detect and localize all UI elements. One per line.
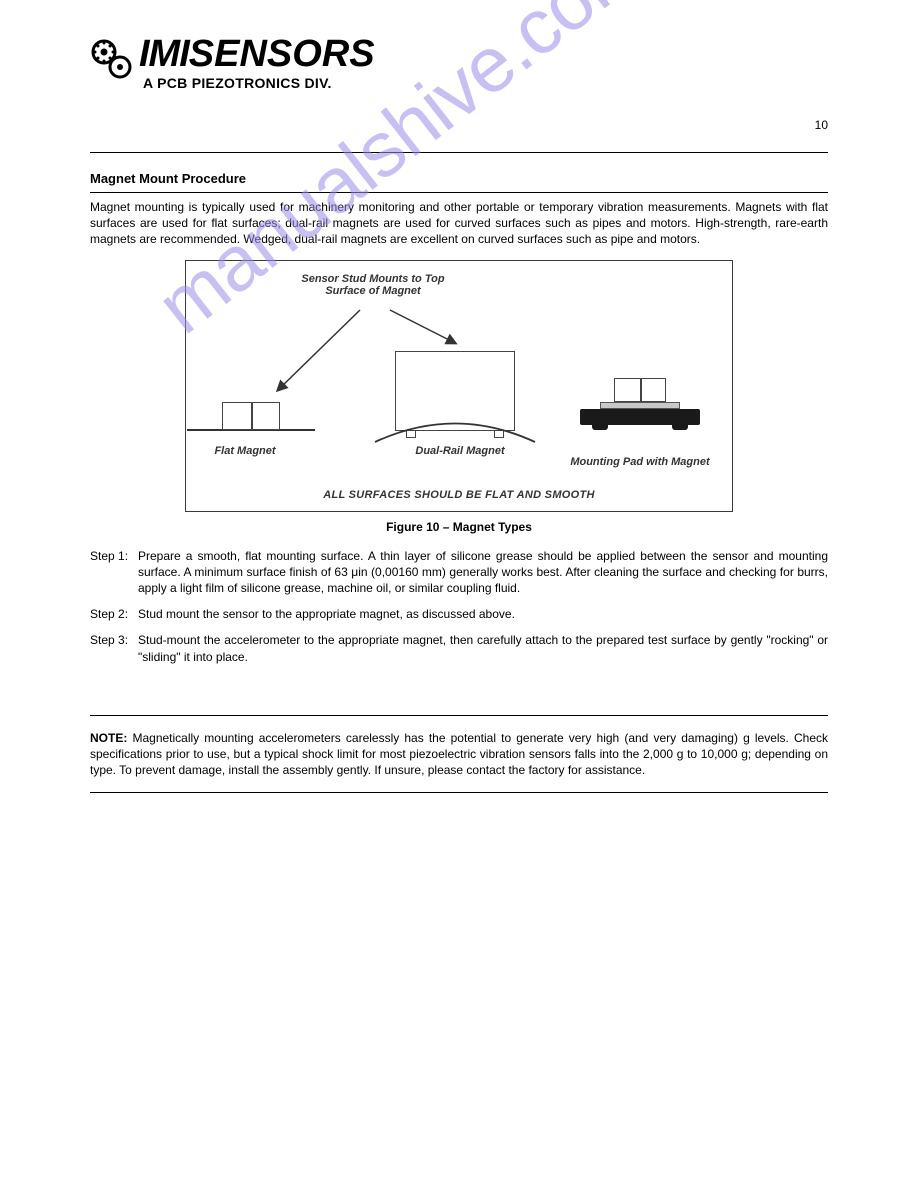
step-3: Step 3:Stud-mount the accelerometer to t… — [90, 632, 828, 664]
step-1-text: Prepare a smooth, flat mounting surface.… — [138, 549, 828, 595]
mounting-pad-label: Mounting Pad with Magnet — [570, 456, 710, 468]
note-text: NOTE: Magnetically mounting acceleromete… — [90, 730, 828, 779]
step-3-text: Stud-mount the accelerometer to the appr… — [138, 633, 828, 663]
intro-text: Magnet mounting is typically used for ma… — [90, 199, 828, 248]
divider — [90, 792, 828, 793]
steps-block: Step 1:Prepare a smooth, flat mounting s… — [90, 548, 828, 665]
note-body: Magnetically mounting accelerometers car… — [90, 731, 828, 777]
logo-imi: IMI — [139, 33, 189, 75]
step-3-label: Step 3: — [90, 632, 138, 648]
note-title: NOTE: — [90, 731, 127, 745]
brand-gear-icon — [90, 37, 134, 81]
mounting-pad-diagram — [580, 378, 700, 425]
figure-block: Sensor Stud Mounts to Top Surface of Mag… — [185, 260, 733, 512]
step-1-label: Step 1: — [90, 548, 138, 564]
divider — [90, 192, 828, 193]
figure-top-label: Sensor Stud Mounts to Top Surface of Mag… — [288, 273, 458, 297]
flat-magnet-diagram — [222, 402, 315, 431]
divider — [90, 715, 828, 716]
logo-sensors: SENSORS — [189, 33, 375, 75]
dual-rail-label: Dual-Rail Magnet — [385, 445, 535, 457]
section-title: Magnet Mount Procedure — [90, 171, 828, 186]
dual-arc-icon — [370, 417, 540, 445]
logo-subline: A PCB PIEZOTRONICS DIV. — [143, 76, 375, 90]
page-number-top: 10 — [90, 118, 828, 132]
step-2-label: Step 2: — [90, 606, 138, 622]
flat-magnet-label: Flat Magnet — [180, 445, 310, 457]
logo-block: IMISENSORS A PCB PIEZOTRONICS DIV. — [90, 35, 828, 90]
divider — [90, 152, 828, 153]
step-2-text: Stud mount the sensor to the appropriate… — [138, 607, 515, 621]
figure-caption: Figure 10 – Magnet Types — [90, 520, 828, 534]
figure-bottom-note: ALL SURFACES SHOULD BE FLAT AND SMOOTH — [200, 489, 718, 501]
note-block: NOTE: Magnetically mounting acceleromete… — [90, 715, 828, 794]
logo-text: IMISENSORS A PCB PIEZOTRONICS DIV. — [139, 35, 375, 90]
step-1: Step 1:Prepare a smooth, flat mounting s… — [90, 548, 828, 597]
step-2: Step 2:Stud mount the sensor to the appr… — [90, 606, 828, 622]
